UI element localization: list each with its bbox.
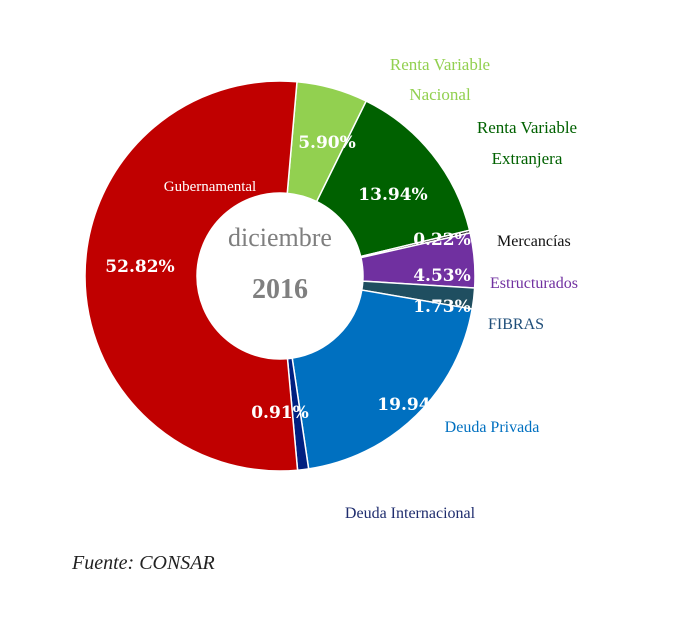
value-labels: 5.90% 13.94% 0.22% 4.53% 1.73% 19.94% 0.91% 52.… — [105, 133, 470, 423]
donut-slice-renta-variable-extranjera — [315, 100, 471, 258]
source-note: Fuente: CONSAR — [72, 552, 215, 574]
category-label: Deuda Internacional — [345, 505, 476, 522]
donut-slice-deuda-privada — [291, 289, 474, 470]
value-label: 4.53% — [413, 266, 471, 286]
value-label: 52.82% — [105, 257, 174, 277]
category-label: Renta Variable Extranjera — [477, 118, 577, 168]
value-label: 19.94% — [377, 395, 446, 415]
category-label: FIBRAS — [488, 316, 544, 333]
category-label: Estructurados — [490, 275, 578, 292]
center-year: 2016 — [252, 274, 308, 305]
value-label: 1.73% — [413, 297, 471, 317]
category-label: Gubernamental — [164, 179, 256, 195]
value-label: 0.91% — [251, 403, 309, 423]
category-label: Deuda Privada — [445, 419, 540, 436]
category-label: Renta Variable Nacional — [390, 55, 490, 104]
value-label: 5.90% — [298, 133, 356, 153]
category-labels: Renta Variable Nacional Renta Variable Extr… — [164, 55, 578, 522]
value-label: 13.94% — [358, 185, 427, 205]
donut-slice-gubernamental — [84, 80, 299, 472]
value-label: 0.22% — [413, 230, 471, 250]
center-label: diciembre 2016 — [228, 223, 332, 305]
donut-slices — [84, 80, 476, 472]
center-month: diciembre — [228, 223, 332, 252]
category-label: Mercancías — [497, 233, 571, 250]
